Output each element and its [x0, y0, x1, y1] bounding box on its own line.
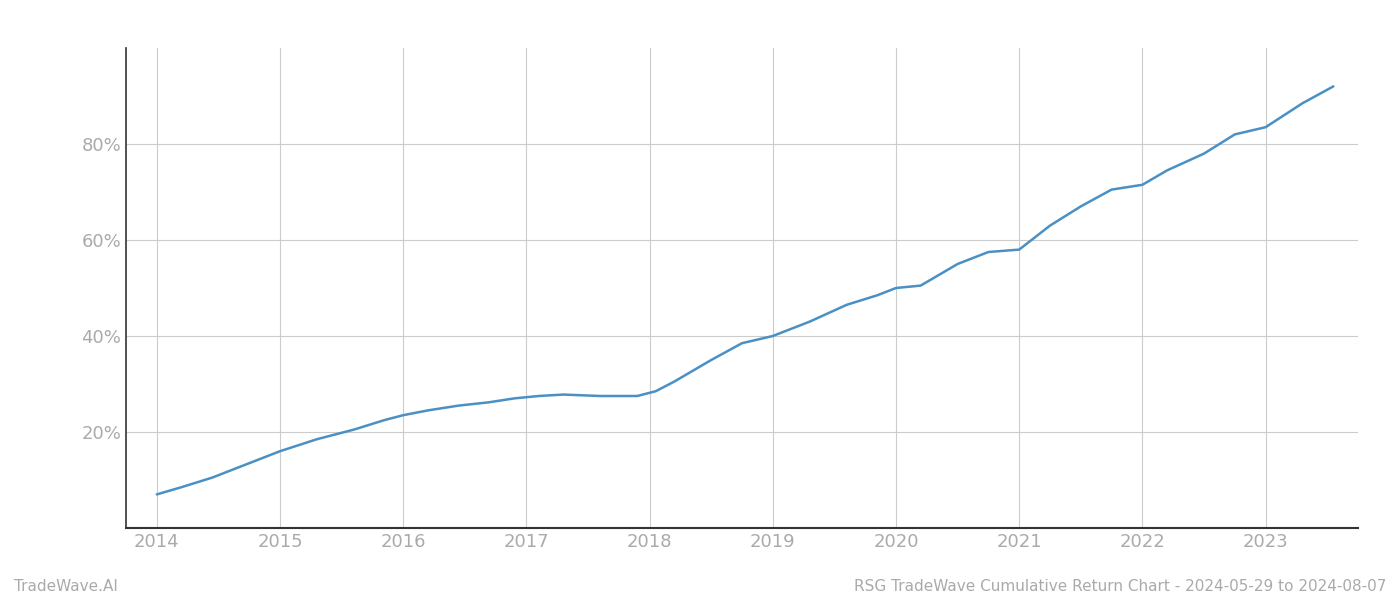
Text: RSG TradeWave Cumulative Return Chart - 2024-05-29 to 2024-08-07: RSG TradeWave Cumulative Return Chart - …: [854, 579, 1386, 594]
Text: TradeWave.AI: TradeWave.AI: [14, 579, 118, 594]
